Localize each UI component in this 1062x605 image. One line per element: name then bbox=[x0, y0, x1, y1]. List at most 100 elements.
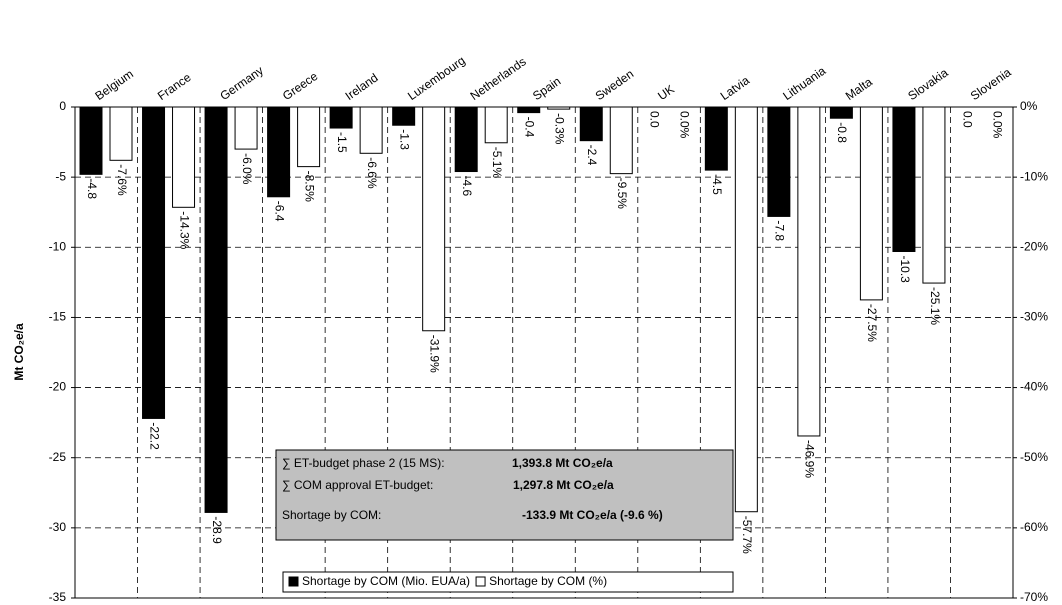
category-label: Luxembourg bbox=[405, 53, 468, 103]
category-label: France bbox=[155, 70, 194, 103]
category-label: Netherlands bbox=[468, 54, 529, 103]
y2-tick-label: -70% bbox=[1020, 590, 1048, 604]
category-label: Malta bbox=[843, 75, 875, 103]
value-label: -28.9 bbox=[210, 516, 224, 544]
y-tick-label: 0 bbox=[59, 99, 66, 113]
bar bbox=[79, 106, 103, 175]
value-label: 0.0% bbox=[678, 111, 692, 139]
bar bbox=[797, 106, 821, 437]
value-label: 0.0 bbox=[960, 111, 974, 128]
y-tick-label: -15 bbox=[49, 310, 67, 324]
y-tick-label: -10 bbox=[49, 239, 67, 253]
value-label: 0.0 bbox=[648, 111, 662, 128]
value-label: -5.1% bbox=[490, 147, 504, 179]
y2-tick-label: -60% bbox=[1020, 520, 1048, 534]
annotation-value: 1,297.8 Mt CO₂e/a bbox=[513, 478, 614, 492]
value-label: -14.3% bbox=[177, 211, 191, 249]
bar bbox=[922, 106, 946, 284]
value-label: -1.3 bbox=[397, 129, 411, 150]
value-label: -0.4 bbox=[523, 117, 537, 138]
bar bbox=[172, 106, 196, 208]
legend-box bbox=[282, 571, 734, 593]
annotation-value: -133.9 Mt CO₂e/a (-9.6 %) bbox=[522, 508, 663, 522]
annotation-value: 1,393.8 Mt CO₂e/a bbox=[512, 456, 613, 470]
category-label: Ireland bbox=[343, 71, 381, 104]
bar bbox=[359, 106, 383, 154]
bar bbox=[859, 106, 883, 301]
bar bbox=[734, 106, 758, 513]
legend-swatch bbox=[288, 576, 299, 587]
value-label: -27.5% bbox=[865, 304, 879, 342]
value-label: -46.9% bbox=[803, 440, 817, 478]
bar bbox=[297, 106, 321, 168]
category-label: Latvia bbox=[718, 73, 753, 103]
value-label: -0.8 bbox=[835, 122, 849, 143]
value-label: -2.4 bbox=[585, 145, 599, 166]
y2-tick-label: -50% bbox=[1020, 450, 1048, 464]
legend-swatch bbox=[475, 576, 486, 587]
y2-tick-label: -20% bbox=[1020, 239, 1048, 253]
value-label: -4.5 bbox=[710, 174, 724, 195]
value-label: -7.6% bbox=[115, 164, 129, 196]
bar bbox=[579, 106, 603, 142]
y2-tick-label: -10% bbox=[1020, 169, 1048, 183]
y2-tick-label: 0% bbox=[1020, 99, 1038, 113]
y-tick-label: -5 bbox=[55, 169, 66, 183]
bar bbox=[454, 106, 478, 173]
category-label: Sweden bbox=[593, 67, 637, 103]
bar bbox=[517, 106, 541, 114]
legend-label: Shortage by COM (Mio. EUA/a) bbox=[302, 574, 470, 588]
annotation-label: ∑ ET-budget phase 2 (15 MS): bbox=[282, 456, 445, 470]
annotation-label: ∑ COM approval ET-budget: bbox=[282, 478, 433, 492]
category-label: Spain bbox=[530, 74, 563, 103]
value-label: -57.7% bbox=[740, 516, 754, 554]
category-label: Lithuania bbox=[780, 63, 828, 103]
category-label: Germany bbox=[217, 63, 265, 103]
y2-tick-label: -30% bbox=[1020, 310, 1048, 324]
bar bbox=[704, 106, 728, 171]
category-label: Slovenia bbox=[968, 65, 1014, 103]
y-tick-label: -30 bbox=[49, 520, 67, 534]
value-label: -22.2 bbox=[147, 422, 161, 450]
bar bbox=[829, 106, 853, 119]
bar bbox=[484, 106, 508, 144]
bar bbox=[547, 106, 571, 110]
bar bbox=[422, 106, 446, 332]
y-tick-label: -25 bbox=[49, 450, 67, 464]
bar bbox=[609, 106, 633, 175]
bar bbox=[892, 106, 916, 252]
value-label: -8.5% bbox=[302, 171, 316, 203]
value-label: -4.6 bbox=[460, 176, 474, 197]
value-label: -31.9% bbox=[427, 335, 441, 373]
bar bbox=[204, 106, 228, 513]
value-label: -4.8 bbox=[85, 178, 99, 199]
bar bbox=[767, 106, 791, 217]
value-label: -9.5% bbox=[615, 178, 629, 210]
bar bbox=[329, 106, 353, 129]
category-label: Belgium bbox=[92, 67, 136, 103]
value-label: -1.5 bbox=[335, 132, 349, 153]
value-label: -6.4 bbox=[272, 201, 286, 222]
annotation-label: Shortage by COM: bbox=[282, 508, 381, 522]
y-tick-label: -35 bbox=[49, 590, 67, 604]
y-axis-title: Mt CO₂e/a bbox=[12, 323, 26, 381]
value-label: -25.1% bbox=[928, 287, 942, 325]
value-label: -7.8 bbox=[773, 220, 787, 241]
legend-label: Shortage by COM (%) bbox=[489, 574, 607, 588]
bar bbox=[234, 106, 258, 150]
value-label: -10.3 bbox=[898, 255, 912, 283]
bar bbox=[109, 106, 133, 161]
value-label: 0.0% bbox=[990, 111, 1004, 139]
y2-tick-label: -40% bbox=[1020, 380, 1048, 394]
value-label: -6.6% bbox=[365, 157, 379, 189]
bar bbox=[267, 106, 291, 198]
y-tick-label: -20 bbox=[49, 380, 67, 394]
category-label: UK bbox=[655, 82, 677, 103]
value-label: -0.3% bbox=[553, 113, 567, 145]
category-label: Slovakia bbox=[905, 65, 950, 103]
annotation-box bbox=[275, 449, 734, 541]
category-label: Greece bbox=[280, 69, 321, 103]
bar bbox=[142, 106, 166, 419]
value-label: -6.0% bbox=[240, 153, 254, 185]
